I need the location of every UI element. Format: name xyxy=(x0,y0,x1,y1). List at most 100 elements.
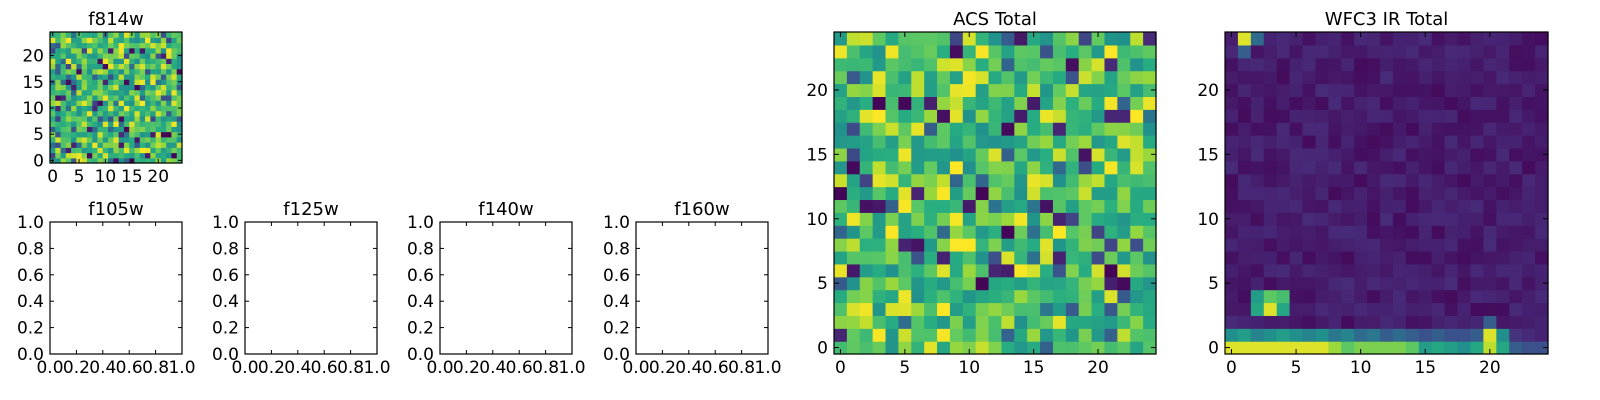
heatmap-cell xyxy=(1130,83,1144,97)
heatmap-cell xyxy=(1104,109,1118,123)
heatmap-cell xyxy=(1380,96,1394,110)
heatmap-cell xyxy=(962,135,977,149)
heatmap-cell xyxy=(1341,238,1355,252)
y-tick-label: 10 xyxy=(22,99,44,119)
heatmap-cell xyxy=(846,276,861,291)
heatmap-cell xyxy=(885,173,899,188)
heatmap-cell xyxy=(50,121,56,127)
heatmap-cell xyxy=(1522,96,1536,110)
heatmap-cell xyxy=(1354,70,1368,85)
heatmap-cell xyxy=(1040,302,1054,316)
heatmap-cell xyxy=(1040,96,1054,110)
heatmap-cell xyxy=(1143,57,1157,72)
heatmap-cell xyxy=(1040,199,1054,213)
heatmap-cell xyxy=(1341,341,1355,355)
heatmap-cell xyxy=(1522,109,1536,123)
heatmap-cell xyxy=(1104,173,1118,188)
heatmap-cell xyxy=(102,73,109,80)
heatmap-cell xyxy=(834,263,848,278)
heatmap-cell xyxy=(1392,160,1407,175)
heatmap-cell xyxy=(150,68,157,75)
heatmap-cell xyxy=(911,199,925,213)
heatmap-cell xyxy=(924,341,938,355)
heatmap-cell xyxy=(1509,328,1523,342)
heatmap-cell xyxy=(150,47,157,54)
heatmap-cell xyxy=(1001,199,1015,213)
heatmap-cell xyxy=(1380,32,1394,46)
x-tick-label: 0.6 xyxy=(702,358,729,378)
heatmap-cell xyxy=(1367,83,1381,97)
heatmap-cell xyxy=(1418,302,1433,316)
heatmap-cell xyxy=(139,105,146,112)
heatmap-cell xyxy=(872,186,887,201)
heatmap-cell xyxy=(1392,328,1407,342)
heatmap-cell xyxy=(924,57,938,72)
heatmap-cell xyxy=(1130,276,1144,291)
heatmap-cell xyxy=(76,73,83,80)
heatmap-cell xyxy=(1522,44,1536,59)
heatmap-cell xyxy=(1117,96,1131,110)
heatmap-cell xyxy=(898,250,912,265)
heatmap-cell xyxy=(145,32,151,38)
heatmap-cell xyxy=(1418,225,1433,239)
heatmap-cell xyxy=(65,131,72,138)
heatmap-cell xyxy=(150,94,157,101)
heatmap-cell xyxy=(108,58,114,65)
heatmap-cell xyxy=(1250,173,1265,188)
heatmap-cell xyxy=(1143,147,1157,162)
heatmap-cell xyxy=(71,84,77,91)
heatmap-cell xyxy=(962,225,977,239)
heatmap-cell xyxy=(937,302,951,316)
heatmap-cell xyxy=(1117,32,1131,46)
heatmap-cell xyxy=(859,263,874,278)
heatmap-cell xyxy=(65,121,72,127)
heatmap-cell xyxy=(1014,341,1028,355)
heatmap-cell xyxy=(1341,135,1355,149)
heatmap-cell xyxy=(176,84,183,91)
heatmap-cell xyxy=(160,105,167,112)
heatmap-cell xyxy=(898,238,912,252)
heatmap-cell xyxy=(71,32,77,38)
heatmap-cell xyxy=(166,121,173,127)
heatmap-cell xyxy=(92,147,99,154)
heatmap-cell xyxy=(1535,160,1549,175)
heatmap-cell xyxy=(1431,238,1446,252)
heatmap-cell xyxy=(885,44,899,59)
heatmap-cell xyxy=(1483,276,1497,291)
heatmap-cell xyxy=(1289,199,1304,213)
heatmap-cell xyxy=(975,44,990,59)
x-tick-label: 0.4 xyxy=(89,358,116,378)
heatmap-cell xyxy=(123,68,130,75)
heatmap-cell xyxy=(1380,173,1394,188)
heatmap-cell xyxy=(1367,173,1381,188)
heatmap-cell xyxy=(1354,44,1368,59)
heatmap-cell xyxy=(171,32,178,38)
heatmap-cell xyxy=(1328,250,1342,265)
heatmap-cell xyxy=(108,32,114,38)
heatmap-cell xyxy=(108,94,114,101)
heatmap-cell xyxy=(102,131,109,138)
panel-title-f125w: f125w xyxy=(283,199,338,220)
panel-title-f160w: f160w xyxy=(674,199,729,220)
heatmap-cell xyxy=(1263,173,1278,188)
heatmap-cell xyxy=(834,147,848,162)
heatmap-cell xyxy=(898,96,912,110)
heatmap-cell xyxy=(1315,302,1329,316)
heatmap-cell xyxy=(92,73,99,80)
heatmap-cell xyxy=(1104,70,1118,85)
heatmap-cell xyxy=(102,126,109,133)
heatmap-cell xyxy=(102,47,109,54)
heatmap-cell xyxy=(134,152,141,159)
heatmap-cell xyxy=(176,115,183,122)
heatmap-cell xyxy=(1431,263,1446,278)
heatmap-cell xyxy=(60,73,67,80)
heatmap-cell xyxy=(1117,44,1131,59)
heatmap-cell xyxy=(1225,44,1239,59)
heatmap-cell xyxy=(171,42,178,49)
heatmap-cell xyxy=(1418,263,1433,278)
heatmap-cell xyxy=(1027,199,1041,213)
heatmap-cell xyxy=(55,121,62,127)
heatmap-cell xyxy=(81,121,88,127)
heatmap-cell xyxy=(1444,109,1459,123)
